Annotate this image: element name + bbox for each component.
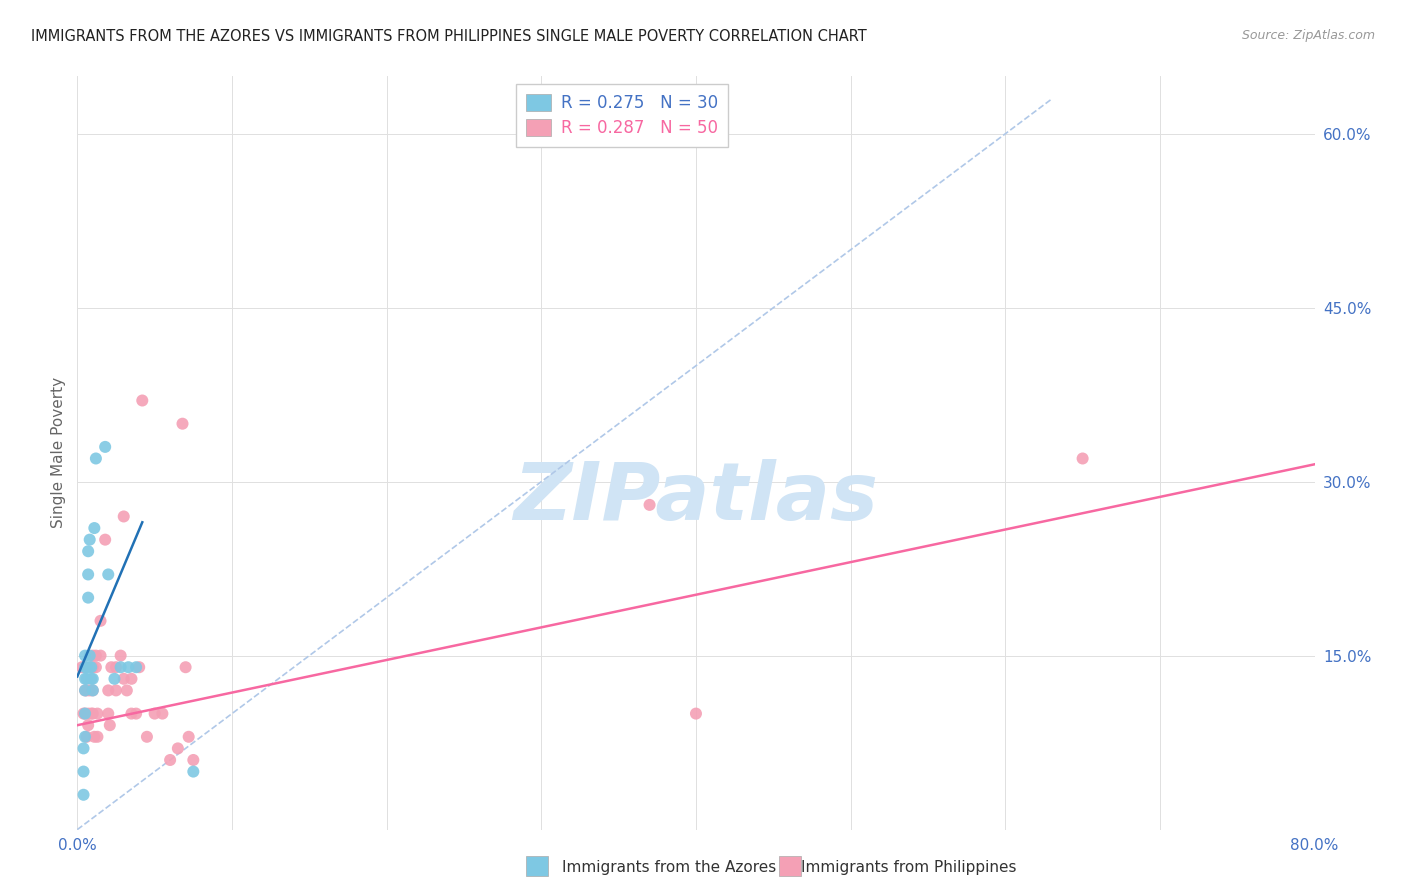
Point (110, 660, 132, 674)
Legend: R = 0.275   N = 30, R = 0.287   N = 50: R = 0.275 N = 30, R = 0.287 N = 50 (516, 84, 728, 147)
Point (77, 591, 100, 605)
Point (82, 706, 104, 721)
Point (105, 683, 127, 698)
Point (72, 788, 94, 802)
Point (121, 706, 143, 721)
Point (115, 683, 138, 698)
Point (75, 672, 96, 686)
Point (131, 393, 153, 408)
Point (94, 533, 117, 547)
Point (1071, 451, 1094, 466)
Text: IMMIGRANTS FROM THE AZORES VS IMMIGRANTS FROM PHILIPPINES SINGLE MALE POVERTY CO: IMMIGRANTS FROM THE AZORES VS IMMIGRANTS… (31, 29, 866, 44)
Point (82, 672, 104, 686)
Point (84, 660, 107, 674)
Point (82, 683, 104, 698)
Point (638, 498, 661, 512)
Point (110, 648, 132, 663)
Point (98, 718, 121, 732)
Point (128, 660, 150, 674)
Point (97, 706, 120, 721)
Point (86, 730, 108, 744)
Point (685, 706, 707, 721)
Point (90, 614, 111, 628)
Point (82, 648, 104, 663)
Point (112, 509, 135, 524)
Point (80, 706, 103, 721)
Point (75, 706, 96, 721)
Point (103, 672, 125, 686)
Point (105, 660, 127, 674)
Point (77, 544, 100, 558)
Point (80, 672, 103, 686)
Point (183, 753, 205, 767)
Point (183, 764, 205, 779)
Point (77, 567, 100, 582)
Point (72, 764, 94, 779)
Point (97, 683, 120, 698)
Point (82, 683, 104, 698)
Point (83, 521, 105, 535)
Point (76, 683, 98, 698)
Point (112, 672, 135, 686)
Point (159, 753, 181, 767)
Point (97, 567, 120, 582)
Text: Immigrants from the Azores: Immigrants from the Azores (562, 860, 776, 874)
Point (143, 706, 166, 721)
Point (79, 683, 101, 698)
Point (125, 660, 148, 674)
Point (136, 730, 159, 744)
Point (125, 706, 148, 721)
Point (84, 451, 107, 466)
Point (75, 683, 96, 698)
Point (72, 706, 94, 721)
Point (84, 648, 107, 663)
Point (94, 440, 117, 454)
Point (82, 660, 104, 674)
Point (80, 660, 103, 674)
Point (75, 660, 96, 674)
Point (117, 660, 139, 674)
Point (83, 730, 105, 744)
Point (75, 730, 96, 744)
Point (172, 417, 194, 431)
Point (79, 533, 101, 547)
Point (90, 648, 111, 663)
Point (100, 660, 122, 674)
Point (76, 730, 98, 744)
Point (79, 648, 101, 663)
Text: Source: ZipAtlas.com: Source: ZipAtlas.com (1241, 29, 1375, 42)
Point (77, 718, 100, 732)
Point (121, 672, 143, 686)
Point (75, 683, 96, 698)
Y-axis label: Single Male Poverty: Single Male Poverty (51, 377, 66, 528)
Point (86, 706, 108, 721)
Point (79, 660, 101, 674)
Point (152, 706, 174, 721)
Point (76, 660, 98, 674)
Point (174, 660, 197, 674)
Point (77, 706, 100, 721)
Point (75, 660, 96, 674)
Point (167, 741, 190, 756)
Text: ZIPatlas: ZIPatlas (513, 458, 879, 537)
Point (72, 741, 94, 756)
Point (75, 706, 96, 721)
Point (75, 648, 96, 663)
Point (76, 672, 98, 686)
Text: Immigrants from Philippines: Immigrants from Philippines (801, 860, 1017, 874)
Point (177, 730, 200, 744)
Point (70, 660, 93, 674)
